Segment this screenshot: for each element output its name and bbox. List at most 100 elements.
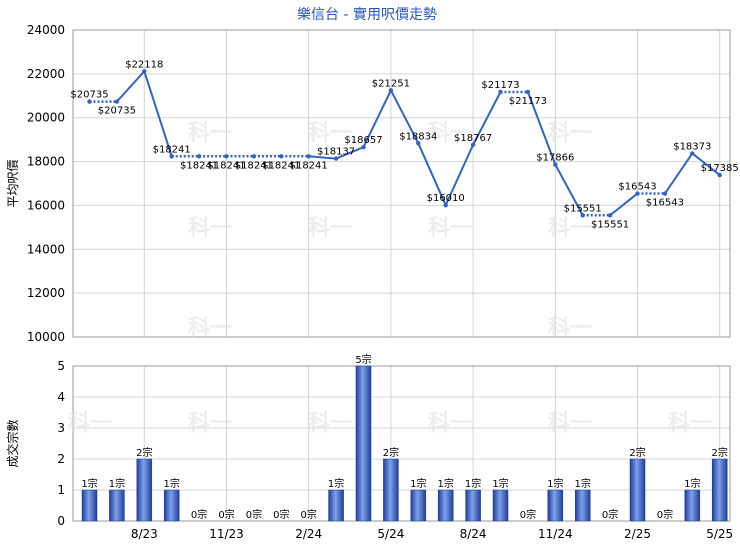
watermark-text: 科一 xyxy=(188,411,232,436)
price-data-label: $20735 xyxy=(98,106,136,117)
transaction-bar-label: 0宗 xyxy=(602,508,618,521)
price-data-label: $16543 xyxy=(618,182,656,193)
price-line-segment xyxy=(417,142,447,206)
transaction-bar xyxy=(547,489,564,522)
watermark-text: 科一 xyxy=(428,411,472,436)
price-line-segment xyxy=(390,89,420,144)
price-data-label: $21173 xyxy=(481,80,519,91)
x-tick-label: 5/24 xyxy=(377,527,404,541)
price-data-label: $18241 xyxy=(153,144,191,155)
transaction-bar-label: 1宗 xyxy=(547,477,563,490)
price-line-segment xyxy=(362,89,392,148)
price-data-point xyxy=(607,213,613,218)
transaction-bar-label: 0宗 xyxy=(246,508,262,521)
x-tick-label: 8/23 xyxy=(131,527,158,541)
transaction-bar-label: 1宗 xyxy=(492,477,508,490)
price-y-tick-label: 14000 xyxy=(27,242,65,256)
transaction-bar xyxy=(81,489,98,522)
transaction-bar-label: 5宗 xyxy=(355,353,371,366)
transaction-bar xyxy=(383,458,399,522)
transaction-bar xyxy=(136,458,153,522)
price-data-label: $18241 xyxy=(235,160,273,171)
price-data-label: $17385 xyxy=(701,163,739,174)
price-data-label: $21251 xyxy=(372,78,410,89)
price-data-label: $21173 xyxy=(509,96,547,107)
transaction-bar xyxy=(574,489,591,522)
bar-y-axis-label: 成交宗數 xyxy=(5,419,20,467)
price-data-label: $18373 xyxy=(673,141,711,152)
price-data-point xyxy=(580,213,585,218)
transaction-bar xyxy=(163,489,180,522)
price-data-point xyxy=(251,154,257,159)
price-data-point xyxy=(388,88,394,93)
price-data-point xyxy=(635,191,640,196)
x-tick-label: 2/24 xyxy=(295,527,322,541)
price-data-point xyxy=(717,172,722,178)
price-data-point xyxy=(361,144,366,150)
price-trend-chart: 10000 12000 14000 16000 18000 20000 22000 24000… xyxy=(6,23,739,344)
transaction-bar-label: 0宗 xyxy=(520,508,536,521)
transaction-bar-label: 1宗 xyxy=(465,477,481,490)
price-data-point xyxy=(498,89,503,95)
transaction-bar-label: 1宗 xyxy=(438,477,454,490)
watermark-text: 科一 xyxy=(308,216,352,241)
transaction-bar-label: 0宗 xyxy=(273,508,289,521)
transaction-bar xyxy=(355,365,372,522)
bar-plot-frame xyxy=(72,365,731,522)
x-tick-label: 11/24 xyxy=(538,527,573,541)
price-data-point xyxy=(87,99,92,104)
price-data-label: $18767 xyxy=(454,133,492,144)
price-data-label: $18241 xyxy=(207,160,245,171)
price-data-label: $18137 xyxy=(317,147,355,158)
transaction-bar-label: 2宗 xyxy=(629,446,645,459)
price-y-axis-label: 平均呎價 xyxy=(6,159,20,207)
transaction-bar-label: 1宗 xyxy=(575,477,591,490)
price-line-segment xyxy=(554,164,584,216)
price-data-point xyxy=(553,162,558,167)
bar-y-tick-label: 0 xyxy=(57,514,65,528)
transaction-bar-label: 0宗 xyxy=(191,508,207,521)
transaction-bar-label: 0宗 xyxy=(218,508,234,521)
transaction-bar-label: 0宗 xyxy=(657,508,673,521)
price-data-point xyxy=(662,191,668,196)
price-data-label: $18241 xyxy=(180,160,218,171)
watermark-text: 科一 xyxy=(428,216,472,241)
price-y-tick-label: 24000 xyxy=(27,23,65,37)
transaction-bar-label: 1宗 xyxy=(410,477,426,490)
price-data-label: $18834 xyxy=(399,131,437,142)
transaction-bar-label: 2宗 xyxy=(383,446,399,459)
price-data-point xyxy=(279,154,284,159)
price-line-segment xyxy=(116,70,146,103)
price-line-segment xyxy=(691,152,721,176)
watermark-text: 科一 xyxy=(548,411,592,436)
bar-y-tick-label: 3 xyxy=(57,421,65,435)
price-line-segment xyxy=(143,70,173,157)
price-data-point xyxy=(443,203,448,208)
price-data-point xyxy=(470,142,476,147)
price-data-label: $18657 xyxy=(344,135,382,146)
bar-y-tick-label: 1 xyxy=(57,483,65,497)
transaction-bar xyxy=(492,489,509,522)
x-tick-label: 5/25 xyxy=(706,527,733,541)
transactions-bar-chart: 0 1 2 3 4 5 8/23 11/23 2/24 5/24 8/24 11/24 2/25 5/25… xyxy=(5,353,733,541)
price-line-segment xyxy=(526,91,557,165)
watermark-text: 科一 xyxy=(428,121,472,146)
price-data-label: $15551 xyxy=(564,203,602,214)
price-data-point xyxy=(525,89,531,95)
price-data-point xyxy=(306,154,311,159)
transaction-bar-label: 1宗 xyxy=(164,477,180,490)
transaction-bar-label: 1宗 xyxy=(328,477,344,490)
chart-title: 樂信台 - 實用呎價走勢 xyxy=(297,6,437,23)
transaction-bar-label: 2宗 xyxy=(136,446,152,459)
transaction-bar xyxy=(629,458,646,522)
price-data-label: $18241 xyxy=(290,160,328,171)
price-data-point xyxy=(142,69,147,74)
watermark-text: 科一 xyxy=(668,411,712,436)
price-plot-frame xyxy=(72,29,731,338)
price-data-point xyxy=(333,156,339,161)
bar-y-tick-label: 4 xyxy=(57,390,65,404)
x-tick-label: 2/25 xyxy=(624,527,651,541)
transaction-bar xyxy=(465,489,481,522)
price-y-tick-label: 16000 xyxy=(27,198,65,212)
